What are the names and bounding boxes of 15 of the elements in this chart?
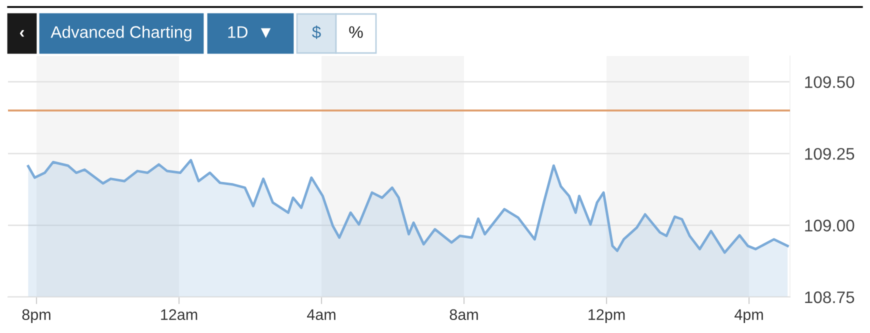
y-tick-label: 109.00: [805, 220, 854, 232]
y-tick-label: 109.50: [805, 76, 854, 88]
x-tick-label: 12am: [161, 309, 198, 320]
y-tick-label: 108.75: [805, 291, 854, 304]
y-tick-label: 109.25: [805, 148, 854, 160]
text: Advanced Charting: [50, 26, 192, 42]
text: $: [312, 25, 321, 39]
x-tick-label: 4pm: [734, 309, 763, 324]
text: %: [349, 26, 363, 38]
text: ‹: [20, 30, 24, 37]
text: 1D ▼: [228, 26, 271, 38]
x-tick-label: 8pm: [22, 309, 50, 324]
x-tick-label: 8am: [450, 309, 478, 320]
x-tick-label: 12pm: [588, 309, 625, 324]
x-tick-label: 4am: [307, 309, 336, 320]
